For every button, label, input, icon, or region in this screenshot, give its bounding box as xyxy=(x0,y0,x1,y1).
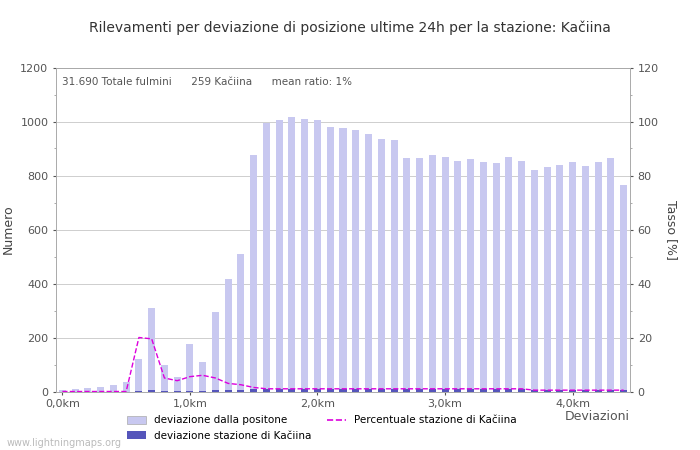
Bar xyxy=(544,390,551,392)
Bar xyxy=(505,389,512,392)
Bar xyxy=(556,165,564,392)
Bar xyxy=(340,128,346,392)
Bar xyxy=(340,389,346,392)
Bar xyxy=(85,388,92,392)
Bar xyxy=(212,391,219,392)
Bar xyxy=(276,120,283,392)
Bar xyxy=(71,389,78,392)
Bar xyxy=(301,119,308,392)
Bar xyxy=(225,390,232,392)
Bar xyxy=(186,344,193,392)
Bar xyxy=(594,390,601,392)
Bar xyxy=(59,390,66,392)
Bar xyxy=(544,167,551,392)
Bar xyxy=(288,389,295,392)
Bar xyxy=(174,377,181,392)
Bar xyxy=(531,170,538,392)
Text: Rilevamenti per deviazione di posizione ultime 24h per la stazione: Kačiina: Rilevamenti per deviazione di posizione … xyxy=(89,20,611,35)
Bar xyxy=(480,389,486,392)
Bar xyxy=(250,155,257,392)
Bar xyxy=(467,389,474,392)
Bar xyxy=(225,279,232,392)
Bar xyxy=(352,130,359,392)
Bar xyxy=(288,117,295,392)
Bar xyxy=(199,391,206,392)
Bar xyxy=(250,389,257,392)
Bar xyxy=(608,158,615,392)
Bar xyxy=(148,390,155,392)
Bar xyxy=(314,120,321,392)
Bar xyxy=(416,158,423,392)
Bar xyxy=(301,389,308,392)
Bar xyxy=(148,308,155,392)
Bar xyxy=(442,157,449,392)
Bar xyxy=(442,389,449,392)
Bar xyxy=(620,390,627,392)
Bar xyxy=(403,158,410,392)
Y-axis label: Tasso [%]: Tasso [%] xyxy=(665,199,678,260)
Bar xyxy=(493,389,500,392)
Text: www.lightningmaps.org: www.lightningmaps.org xyxy=(7,438,122,448)
Bar xyxy=(569,390,576,392)
Bar xyxy=(212,312,219,392)
Bar xyxy=(110,385,117,392)
Legend: deviazione dalla positone, deviazione stazione di Kačiina, Percentuale stazione : deviazione dalla positone, deviazione st… xyxy=(123,411,521,445)
Bar xyxy=(429,389,436,392)
Bar xyxy=(493,163,500,392)
Bar xyxy=(416,389,423,392)
Bar xyxy=(365,389,372,392)
Bar xyxy=(594,162,601,392)
Bar xyxy=(161,364,168,392)
Text: 31.690 Totale fulmini      259 Kačiina      mean ratio: 1%: 31.690 Totale fulmini 259 Kačiina mean r… xyxy=(62,77,351,87)
Bar xyxy=(467,159,474,392)
Bar xyxy=(237,254,244,392)
Bar xyxy=(518,161,525,392)
Bar xyxy=(556,390,564,392)
Bar xyxy=(327,127,334,392)
Bar xyxy=(582,166,589,392)
Bar xyxy=(135,391,142,392)
Bar xyxy=(122,382,130,392)
Bar xyxy=(531,390,538,392)
Text: Deviazioni: Deviazioni xyxy=(565,410,630,423)
Bar xyxy=(378,389,385,392)
Bar xyxy=(314,389,321,392)
Bar xyxy=(391,389,398,392)
Bar xyxy=(620,185,627,392)
Bar xyxy=(186,391,193,392)
Bar xyxy=(391,140,398,392)
Bar xyxy=(263,389,270,392)
Bar xyxy=(135,359,142,392)
Bar xyxy=(263,123,270,392)
Bar xyxy=(454,161,461,392)
Y-axis label: Numero: Numero xyxy=(1,205,15,254)
Bar xyxy=(199,362,206,392)
Bar xyxy=(161,391,168,392)
Bar xyxy=(454,389,461,392)
Bar xyxy=(505,157,512,392)
Bar xyxy=(582,390,589,392)
Bar xyxy=(518,389,525,392)
Bar xyxy=(237,390,244,392)
Bar xyxy=(480,162,486,392)
Bar xyxy=(403,389,410,392)
Bar xyxy=(378,139,385,392)
Bar xyxy=(97,387,104,392)
Bar xyxy=(429,155,436,392)
Bar xyxy=(276,389,283,392)
Bar xyxy=(352,389,359,392)
Bar xyxy=(365,134,372,392)
Bar xyxy=(608,390,615,392)
Bar xyxy=(327,389,334,392)
Bar xyxy=(569,162,576,392)
